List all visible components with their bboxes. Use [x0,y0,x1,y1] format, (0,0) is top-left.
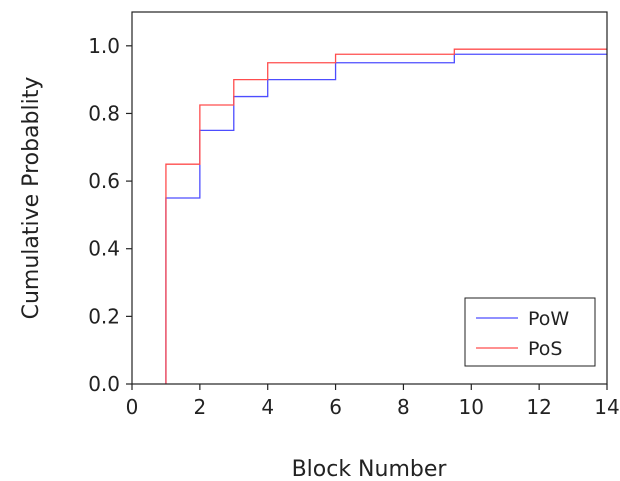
x-tick-label: 8 [397,395,410,419]
y-tick-label: 0.6 [88,169,120,193]
x-tick-label: 12 [526,395,551,419]
x-tick-label: 14 [594,395,619,419]
x-axis-title: Block Number [292,457,448,481]
series-layer [165,48,607,384]
series-line-pos [165,48,607,384]
x-axis: 0 2 4 6 8 10 12 14 [126,384,620,419]
y-tick-label: 0.2 [88,304,120,328]
y-axis: 0.0 0.2 0.4 0.6 0.8 1.0 [88,34,132,396]
y-tick-label: 1.0 [88,34,120,58]
y-axis-title: Cumulative Probablity [19,77,44,320]
x-tick-label: 10 [459,395,484,419]
plot-frame [131,11,608,385]
y-tick-label: 0.8 [88,101,120,125]
y-tick-label: 0.4 [88,237,120,261]
x-tick-label: 2 [193,395,206,419]
legend-label-pos: PoS [528,338,562,360]
series-line-pow [165,53,607,384]
x-tick-label: 4 [261,395,274,419]
legend-box [464,297,596,367]
legend: PoW PoS [464,297,596,367]
x-tick-label: 0 [126,395,139,419]
y-tick-label: 0.0 [88,372,120,396]
x-tick-label: 6 [329,395,342,419]
legend-label-pow: PoW [528,308,569,330]
